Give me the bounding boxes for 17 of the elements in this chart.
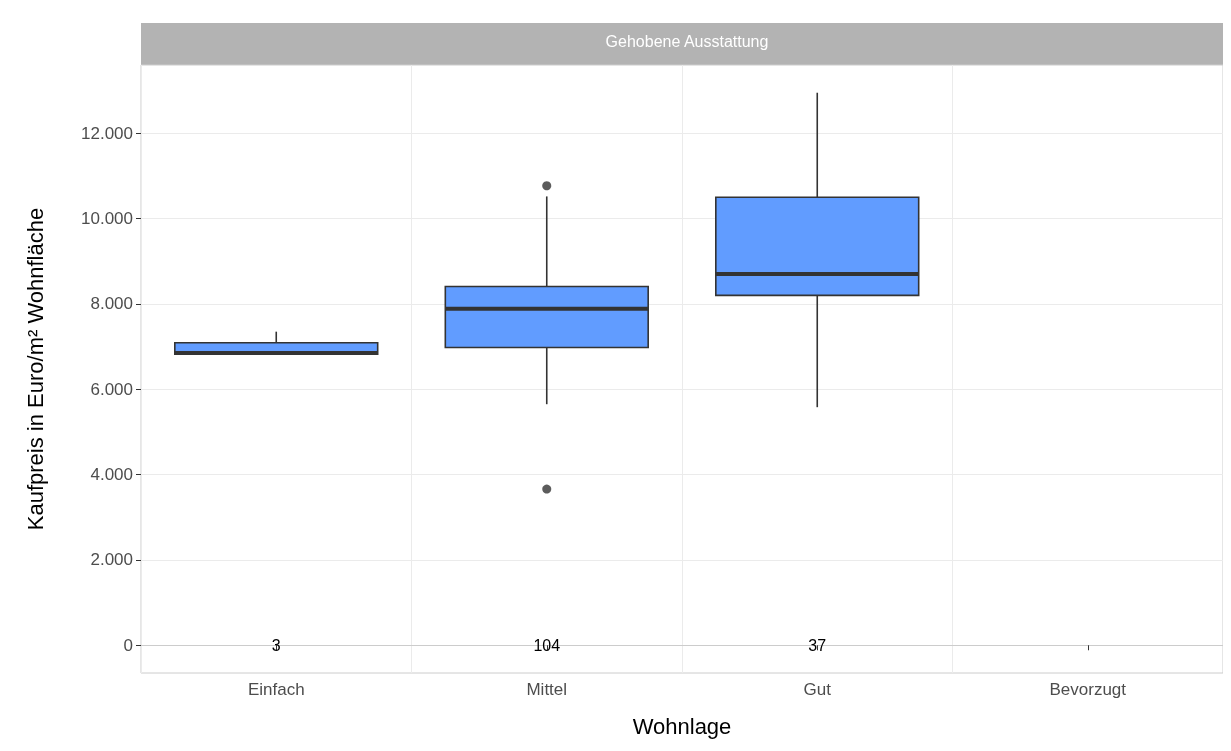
y-tick-label: 10.000 bbox=[81, 209, 133, 229]
y-axis-title: Kaufpreis in Euro/m² Wohnfläche bbox=[22, 207, 48, 531]
x-tick-label: Gut bbox=[803, 680, 832, 699]
y-tick-label: 8.000 bbox=[90, 294, 133, 314]
x-tick-label: Bevorzugt bbox=[1049, 680, 1127, 699]
x-axis-title: Wohnlage bbox=[632, 713, 732, 739]
annotation: 104 bbox=[533, 636, 561, 654]
annotation: 37 bbox=[808, 636, 827, 654]
y-tick-label: 2.000 bbox=[90, 550, 133, 570]
annotation: 3 bbox=[271, 636, 281, 654]
y-tick-label: 12.000 bbox=[81, 123, 133, 143]
x-tick-label: Einfach bbox=[247, 680, 305, 699]
y-tick-label: 6.000 bbox=[90, 379, 133, 399]
y-tick-label: 4.000 bbox=[90, 465, 133, 485]
x-tick-label: Mittel bbox=[526, 680, 568, 699]
y-tick-label: 0 bbox=[123, 635, 133, 655]
chart-title: Gehobene Ausstattung bbox=[605, 32, 769, 50]
